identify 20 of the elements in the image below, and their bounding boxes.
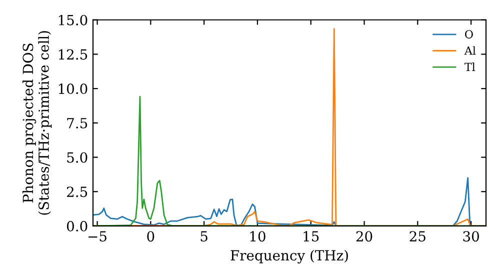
y-tick-label: 0.0 <box>66 220 88 232</box>
legend-label: O <box>465 30 473 38</box>
y-tick-label: 2.5 <box>66 186 88 198</box>
x-tick-label: −5 <box>88 231 106 242</box>
x-tick-label: 10 <box>250 231 266 242</box>
y-tick-label: 15.0 <box>58 14 88 26</box>
x-tick-label: 30 <box>463 231 479 242</box>
x-tick-label: 0 <box>147 231 154 242</box>
legend-label: Tl <box>464 62 476 71</box>
legend-label: Al <box>464 46 476 55</box>
x-tick-label: 5 <box>200 231 208 242</box>
y-axis-title: Phonon projected DOS (States/THz·primitive cell) <box>22 31 52 215</box>
y-tick-label: 12.5 <box>58 49 88 60</box>
x-axis-title: Frequency (THz) <box>230 250 348 264</box>
y-tick-label: 10.0 <box>58 84 88 94</box>
x-tick-label: 20 <box>356 231 372 242</box>
y-tick-label: 7.5 <box>67 118 88 128</box>
x-tick-label: 15 <box>304 231 319 242</box>
y-tick-label: 5.0 <box>67 152 88 163</box>
x-tick-label: 25 <box>410 231 426 242</box>
